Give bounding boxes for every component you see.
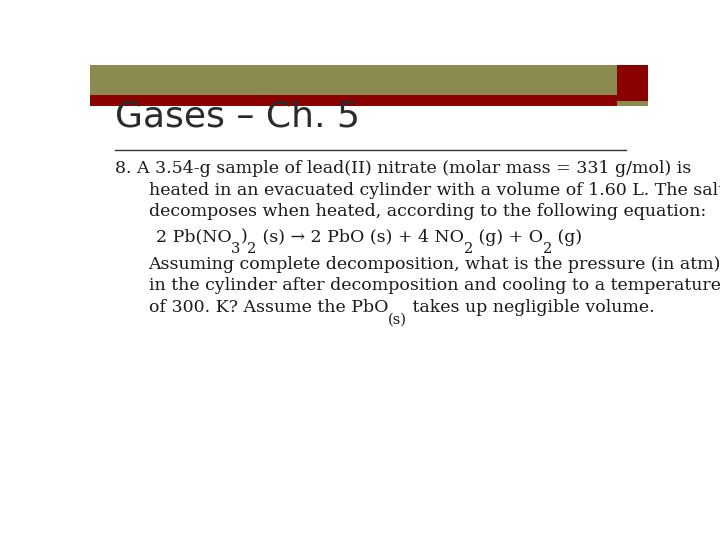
Bar: [90, 94, 648, 106]
Text: 2: 2: [543, 242, 552, 256]
Text: ): ): [240, 228, 248, 246]
Text: in the cylinder after decomposition and cooling to a temperature: in the cylinder after decomposition and …: [148, 277, 720, 294]
Text: (g): (g): [552, 228, 582, 246]
Text: (g) + O: (g) + O: [473, 228, 543, 246]
Text: 2: 2: [464, 242, 473, 256]
Text: Assuming complete decomposition, what is the pressure (in atm): Assuming complete decomposition, what is…: [148, 255, 720, 273]
Text: (s) → 2 PbO (s) + 4 NO: (s) → 2 PbO (s) + 4 NO: [257, 228, 464, 246]
Text: takes up negligible volume.: takes up negligible volume.: [407, 299, 654, 316]
Text: 3: 3: [231, 242, 240, 256]
Text: 2 Pb(NO: 2 Pb(NO: [156, 228, 231, 246]
Text: of 300. K? Assume the PbO: of 300. K? Assume the PbO: [148, 299, 388, 316]
Bar: [90, 65, 617, 94]
Bar: [617, 65, 648, 94]
Text: decomposes when heated, according to the following equation:: decomposes when heated, according to the…: [148, 203, 706, 220]
Bar: [617, 101, 648, 106]
Text: heated in an evacuated cylinder with a volume of 1.60 L. The salt: heated in an evacuated cylinder with a v…: [148, 181, 720, 199]
Text: 2: 2: [248, 242, 257, 256]
Text: Gases – Ch. 5: Gases – Ch. 5: [115, 100, 360, 134]
Text: (s): (s): [388, 313, 407, 326]
Text: 8. A 3.54-g sample of lead(II) nitrate (molar mass = 331 g/mol) is: 8. A 3.54-g sample of lead(II) nitrate (…: [115, 160, 691, 177]
